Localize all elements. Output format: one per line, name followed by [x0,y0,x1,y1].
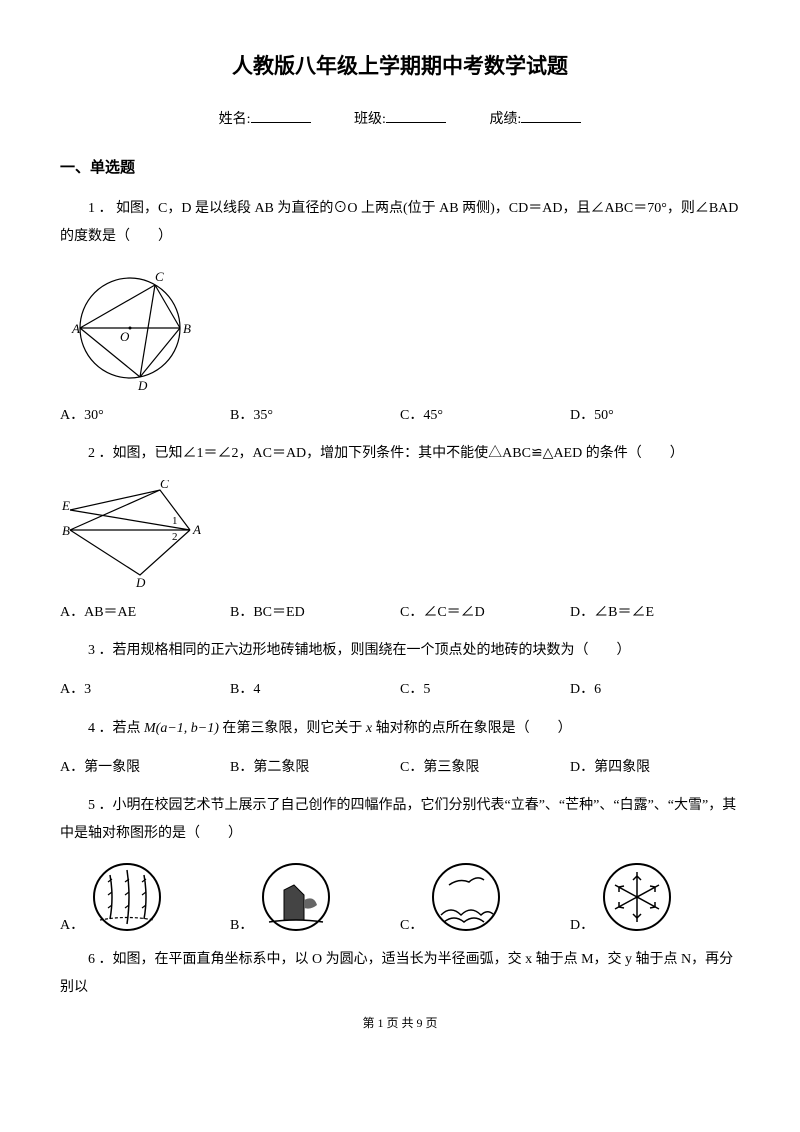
q3-opt-a: A．3 [60,677,230,702]
svg-text:A: A [192,522,201,537]
q2-opt-c: C．∠C＝∠D [400,600,570,625]
q4-opt-a: A．第一象限 [60,755,230,780]
q1-text: 1 ． 如图，C，D 是以线段 AB 为直径的⊙O 上两点(位于 AB 两侧)，… [60,195,740,251]
q1-opt-b: B．35° [230,403,400,428]
svg-text:O: O [120,329,130,344]
q2-opt-b: B．BC＝ED [230,600,400,625]
q2-options: A．AB＝AE B．BC＝ED C．∠C＝∠D D．∠B＝∠E [60,600,740,625]
q5-options: A． B． C． [60,860,740,934]
q4-var: x [366,721,372,736]
svg-text:1: 1 [172,515,178,527]
q1-options: A．30° B．35° C．45° D．50° [60,403,740,428]
svg-text:2: 2 [172,531,178,543]
q4-text: 4 ．若点 M(a−1, b−1) 在第三象限，则它关于 x 轴对称的点所在象限… [60,715,740,743]
score-blank [521,122,581,123]
q4-options: A．第一象限 B．第二象限 C．第三象限 D．第四象限 [60,755,740,780]
q4-formula: M(a−1, b−1) [144,721,219,736]
q1-opt-a: A．30° [60,403,230,428]
q3-text: 3 ．若用规格相同的正六边形地砖铺地板，则围绕在一个顶点处的地砖的块数为（ ） [60,637,740,665]
q1-figure: A B C D O [60,263,740,393]
q3-opt-d: D．6 [570,677,740,702]
svg-text:C: C [155,269,164,284]
svg-text:D: D [135,575,146,590]
q5-opt-c: C． [400,860,570,934]
q5-opt-a-label: A． [60,914,84,934]
q4-mid: 在第三象限，则它关于 [222,721,362,736]
section-heading: 一、单选题 [60,156,740,177]
svg-text:E: E [61,498,70,513]
q5-opt-a: A． [60,860,230,934]
q5-opt-d: D． [570,860,740,934]
page-footer: 第 1 页 共 9 页 [60,1014,740,1031]
q5-opt-b: B． [230,860,400,934]
q2-text: 2 ．如图，已知∠1＝∠2，AC＝AD，增加下列条件：其中不能使△ABC≌△AE… [60,440,740,468]
q6-text: 6 ．如图，在平面直角坐标系中，以 O 为圆心，适当长为半径画弧，交 x 轴于点… [60,946,740,1002]
svg-text:B: B [62,523,70,538]
svg-text:C: C [160,480,169,491]
score-label: 成绩: [489,112,521,127]
q3-opt-c: C．5 [400,677,570,702]
q5-opt-b-label: B． [230,914,253,934]
svg-text:A: A [71,321,80,336]
snowflake-icon [600,860,674,934]
q5-opt-d-label: D． [570,914,594,934]
q2-figure: A B C D E 1 2 [60,480,740,590]
q3-opt-b: B．4 [230,677,400,702]
grain-icon [259,860,333,934]
q4-pre: 4 ．若点 [88,721,141,736]
q3-options: A．3 B．4 C．5 D．6 [60,677,740,702]
q2-opt-a: A．AB＝AE [60,600,230,625]
page-title: 人教版八年级上学期期中考数学试题 [60,50,740,80]
q1-opt-c: C．45° [400,403,570,428]
q5-opt-c-label: C． [400,914,423,934]
q4-opt-c: C．第三象限 [400,755,570,780]
q4-opt-b: B．第二象限 [230,755,400,780]
q4-opt-d: D．第四象限 [570,755,740,780]
name-blank [251,122,311,123]
class-label: 班级: [354,112,386,127]
q5-text: 5 ．小明在校园艺术节上展示了自己创作的四幅作品，它们分别代表“立春”、“芒种”… [60,792,740,848]
info-line: 姓名: 班级: 成绩: [60,108,740,128]
q2-opt-d: D．∠B＝∠E [570,600,740,625]
spring-icon [90,860,164,934]
q4-post: 轴对称的点所在象限是（ ） [376,721,572,736]
svg-text:B: B [183,321,191,336]
svg-text:D: D [137,378,148,393]
q1-opt-d: D．50° [570,403,740,428]
class-blank [386,122,446,123]
dew-icon [429,860,503,934]
name-label: 姓名: [219,112,251,127]
